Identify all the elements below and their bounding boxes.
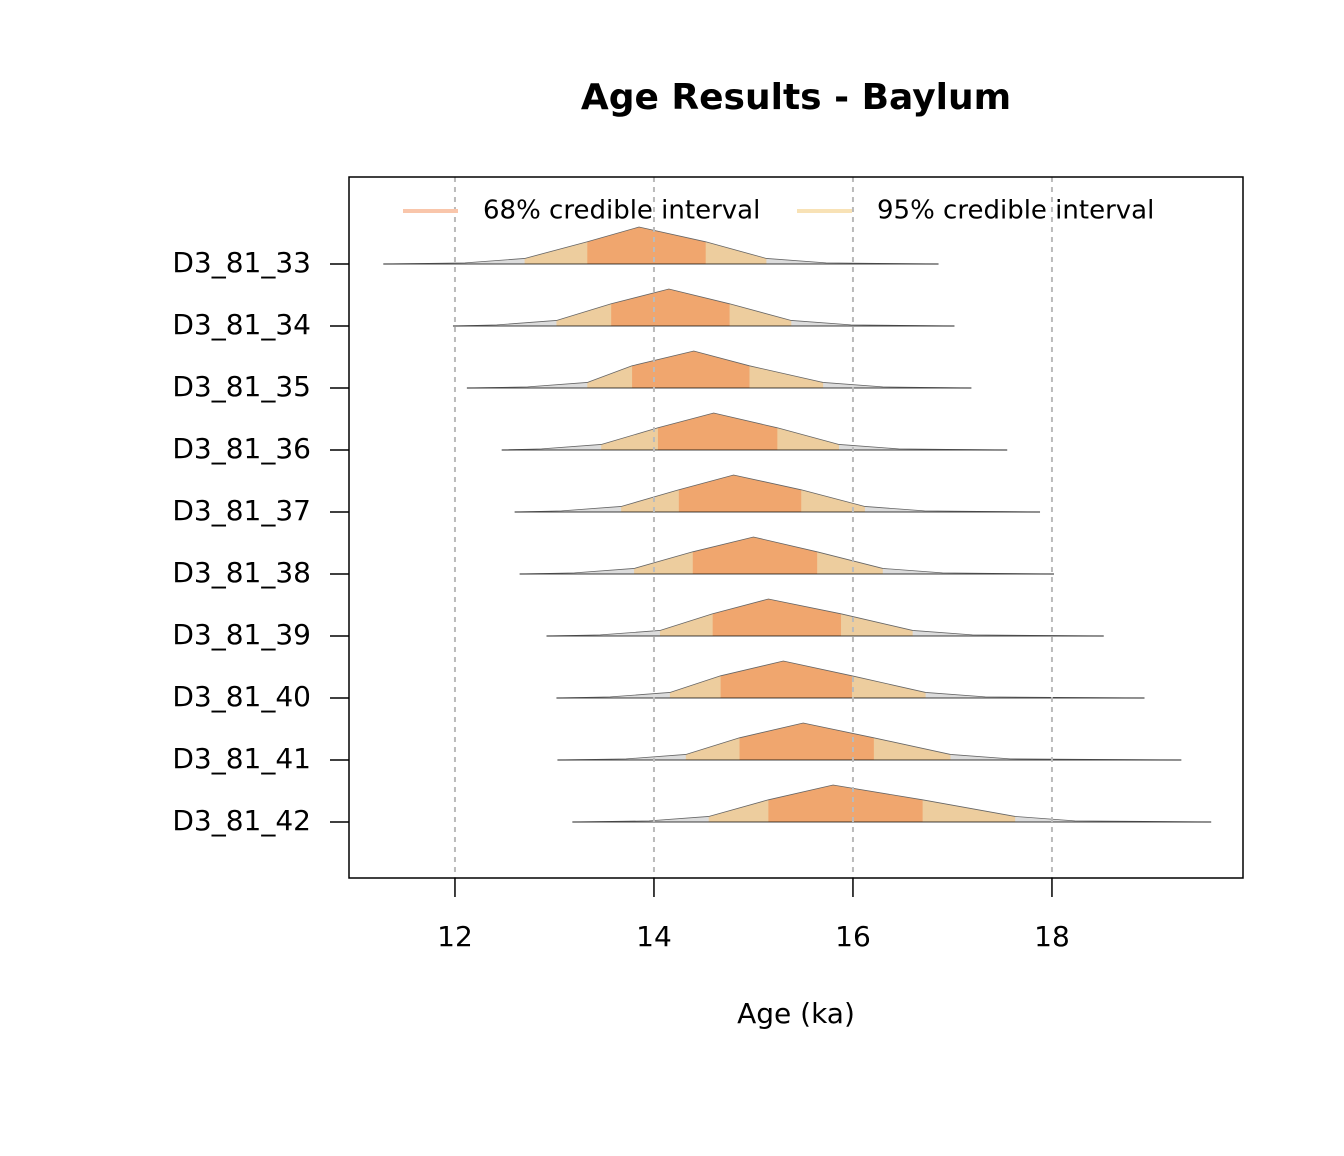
plot-frame — [348, 176, 1244, 879]
y-tick-label: D3_81_33 — [172, 246, 311, 279]
x-axis-label: Age (ka) — [737, 997, 855, 1030]
density-outline — [452, 288, 955, 327]
density-ci68 — [692, 537, 818, 574]
y-tick-label: D3_81_36 — [172, 432, 311, 465]
legend-label: 95% credible interval — [877, 196, 1154, 226]
y-tick-label: D3_81_41 — [172, 742, 311, 775]
y-tick-label: D3_81_37 — [172, 494, 311, 527]
density-ci68 — [720, 661, 852, 698]
y-tick-label: D3_81_38 — [172, 556, 311, 589]
density-outline — [519, 536, 1054, 575]
density-ci68 — [768, 785, 923, 822]
y-tick-label: D3_81_35 — [172, 370, 311, 403]
density-ci68 — [587, 227, 706, 264]
density-outline — [501, 412, 1008, 451]
density-ci68 — [712, 599, 842, 636]
x-tick-label: 16 — [835, 920, 871, 953]
density-outline — [466, 350, 972, 389]
y-tick-label: D3_81_39 — [172, 618, 311, 651]
x-tick-label: 12 — [437, 920, 473, 953]
density-ci68 — [632, 351, 750, 388]
density-outline — [557, 722, 1182, 761]
x-tick-label: 18 — [1034, 920, 1070, 953]
y-tick-label: D3_81_42 — [172, 804, 311, 837]
legend-label: 68% credible interval — [483, 196, 760, 226]
density-ci68 — [611, 289, 730, 326]
chart-title: Age Results - Baylum — [581, 77, 1011, 118]
density-outline — [383, 226, 939, 265]
y-tick-label: D3_81_34 — [172, 308, 311, 341]
density-ci68 — [657, 413, 778, 450]
density-outline — [556, 660, 1145, 699]
density-outline — [514, 474, 1041, 513]
density-outline — [546, 598, 1104, 637]
y-tick-label: D3_81_40 — [172, 680, 311, 713]
density-outline — [572, 784, 1212, 823]
density-ci68 — [678, 475, 802, 512]
density-ci68 — [739, 723, 874, 760]
x-tick-label: 14 — [636, 920, 672, 953]
